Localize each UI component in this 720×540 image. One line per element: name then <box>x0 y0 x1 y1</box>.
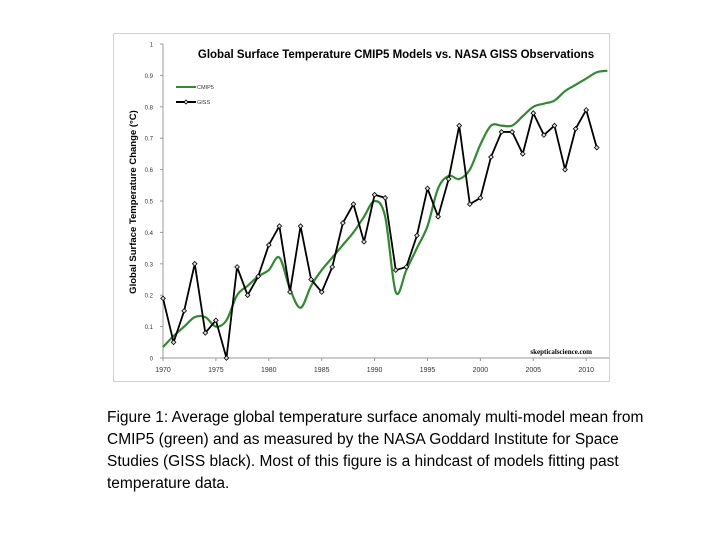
data-point <box>329 264 336 270</box>
data-point <box>350 201 357 208</box>
data-point <box>287 289 293 295</box>
data-point <box>361 238 367 245</box>
series-line-cmip5 <box>162 69 608 348</box>
y-tick-label: 0.2 <box>145 294 154 300</box>
data-point <box>530 110 537 116</box>
data-point <box>244 292 251 299</box>
data-point <box>509 129 516 135</box>
data-point <box>339 220 346 226</box>
legend-marker <box>183 99 189 105</box>
data-point <box>318 289 325 295</box>
x-tick-label: 1990 <box>367 367 383 374</box>
y-axis-label: Global Surface Temperature Change (°C) <box>128 110 139 294</box>
data-point <box>234 264 240 270</box>
x-tick-label: 1995 <box>420 367 436 374</box>
chart-title: Global Surface Temperature CMIP5 Models … <box>198 49 594 61</box>
y-tick-label: 0.1 <box>145 325 154 331</box>
chart-container: Global Surface Temperature CMIP5 Models … <box>113 33 610 382</box>
data-point <box>519 151 526 157</box>
data-point <box>403 264 410 270</box>
x-tick-label: 1980 <box>261 367 277 374</box>
data-point <box>445 176 452 182</box>
data-point <box>213 317 219 324</box>
data-point <box>466 201 473 208</box>
y-tick-label: 0.6 <box>145 168 154 174</box>
data-point <box>488 154 494 160</box>
data-point <box>551 122 558 129</box>
data-point <box>456 122 463 129</box>
data-point <box>276 223 283 229</box>
x-tick-label: 1970 <box>155 367 171 374</box>
legend-label: CMIP5 <box>197 85 214 91</box>
data-point <box>308 276 314 283</box>
legend-label: GISS <box>197 100 210 106</box>
y-tick-label: 0.9 <box>145 74 154 80</box>
x-tick-label: 2005 <box>526 367 542 374</box>
data-point <box>477 194 484 201</box>
data-point <box>160 295 166 302</box>
data-point <box>297 223 304 229</box>
data-point <box>202 330 209 336</box>
data-point <box>255 273 262 280</box>
data-point <box>181 308 188 314</box>
data-point <box>562 166 568 173</box>
data-point <box>593 144 600 151</box>
line-chart: Global Surface Temperature CMIP5 Models … <box>128 43 609 374</box>
data-point <box>265 242 272 248</box>
y-tick-label: 0.3 <box>145 262 154 268</box>
data-point <box>572 125 579 132</box>
x-tick-label: 1985 <box>314 367 330 374</box>
data-point <box>392 267 399 273</box>
x-tick-label: 1975 <box>208 367 224 374</box>
series-line-giss <box>162 107 598 359</box>
data-point <box>191 260 198 267</box>
data-point <box>382 194 389 201</box>
watermark: skepticalscience.com <box>530 348 592 356</box>
y-tick-label: 0 <box>150 357 154 363</box>
y-tick-label: 0.4 <box>145 231 154 237</box>
data-point <box>170 339 177 346</box>
data-point <box>414 232 420 239</box>
figure-caption: Figure 1: Average global temperature sur… <box>107 409 644 492</box>
y-tick-label: 1 <box>150 43 154 49</box>
data-point <box>223 355 230 361</box>
y-tick-label: 0.8 <box>145 105 154 111</box>
data-point <box>498 129 505 135</box>
data-point <box>435 213 441 220</box>
x-tick-label: 2000 <box>473 367 489 374</box>
data-point <box>424 185 431 192</box>
data-point <box>371 191 378 198</box>
x-tick-label: 2010 <box>578 367 594 374</box>
data-point <box>541 132 547 138</box>
data-point <box>583 107 590 113</box>
y-tick-label: 0.5 <box>145 200 154 206</box>
y-tick-label: 0.7 <box>145 137 154 143</box>
